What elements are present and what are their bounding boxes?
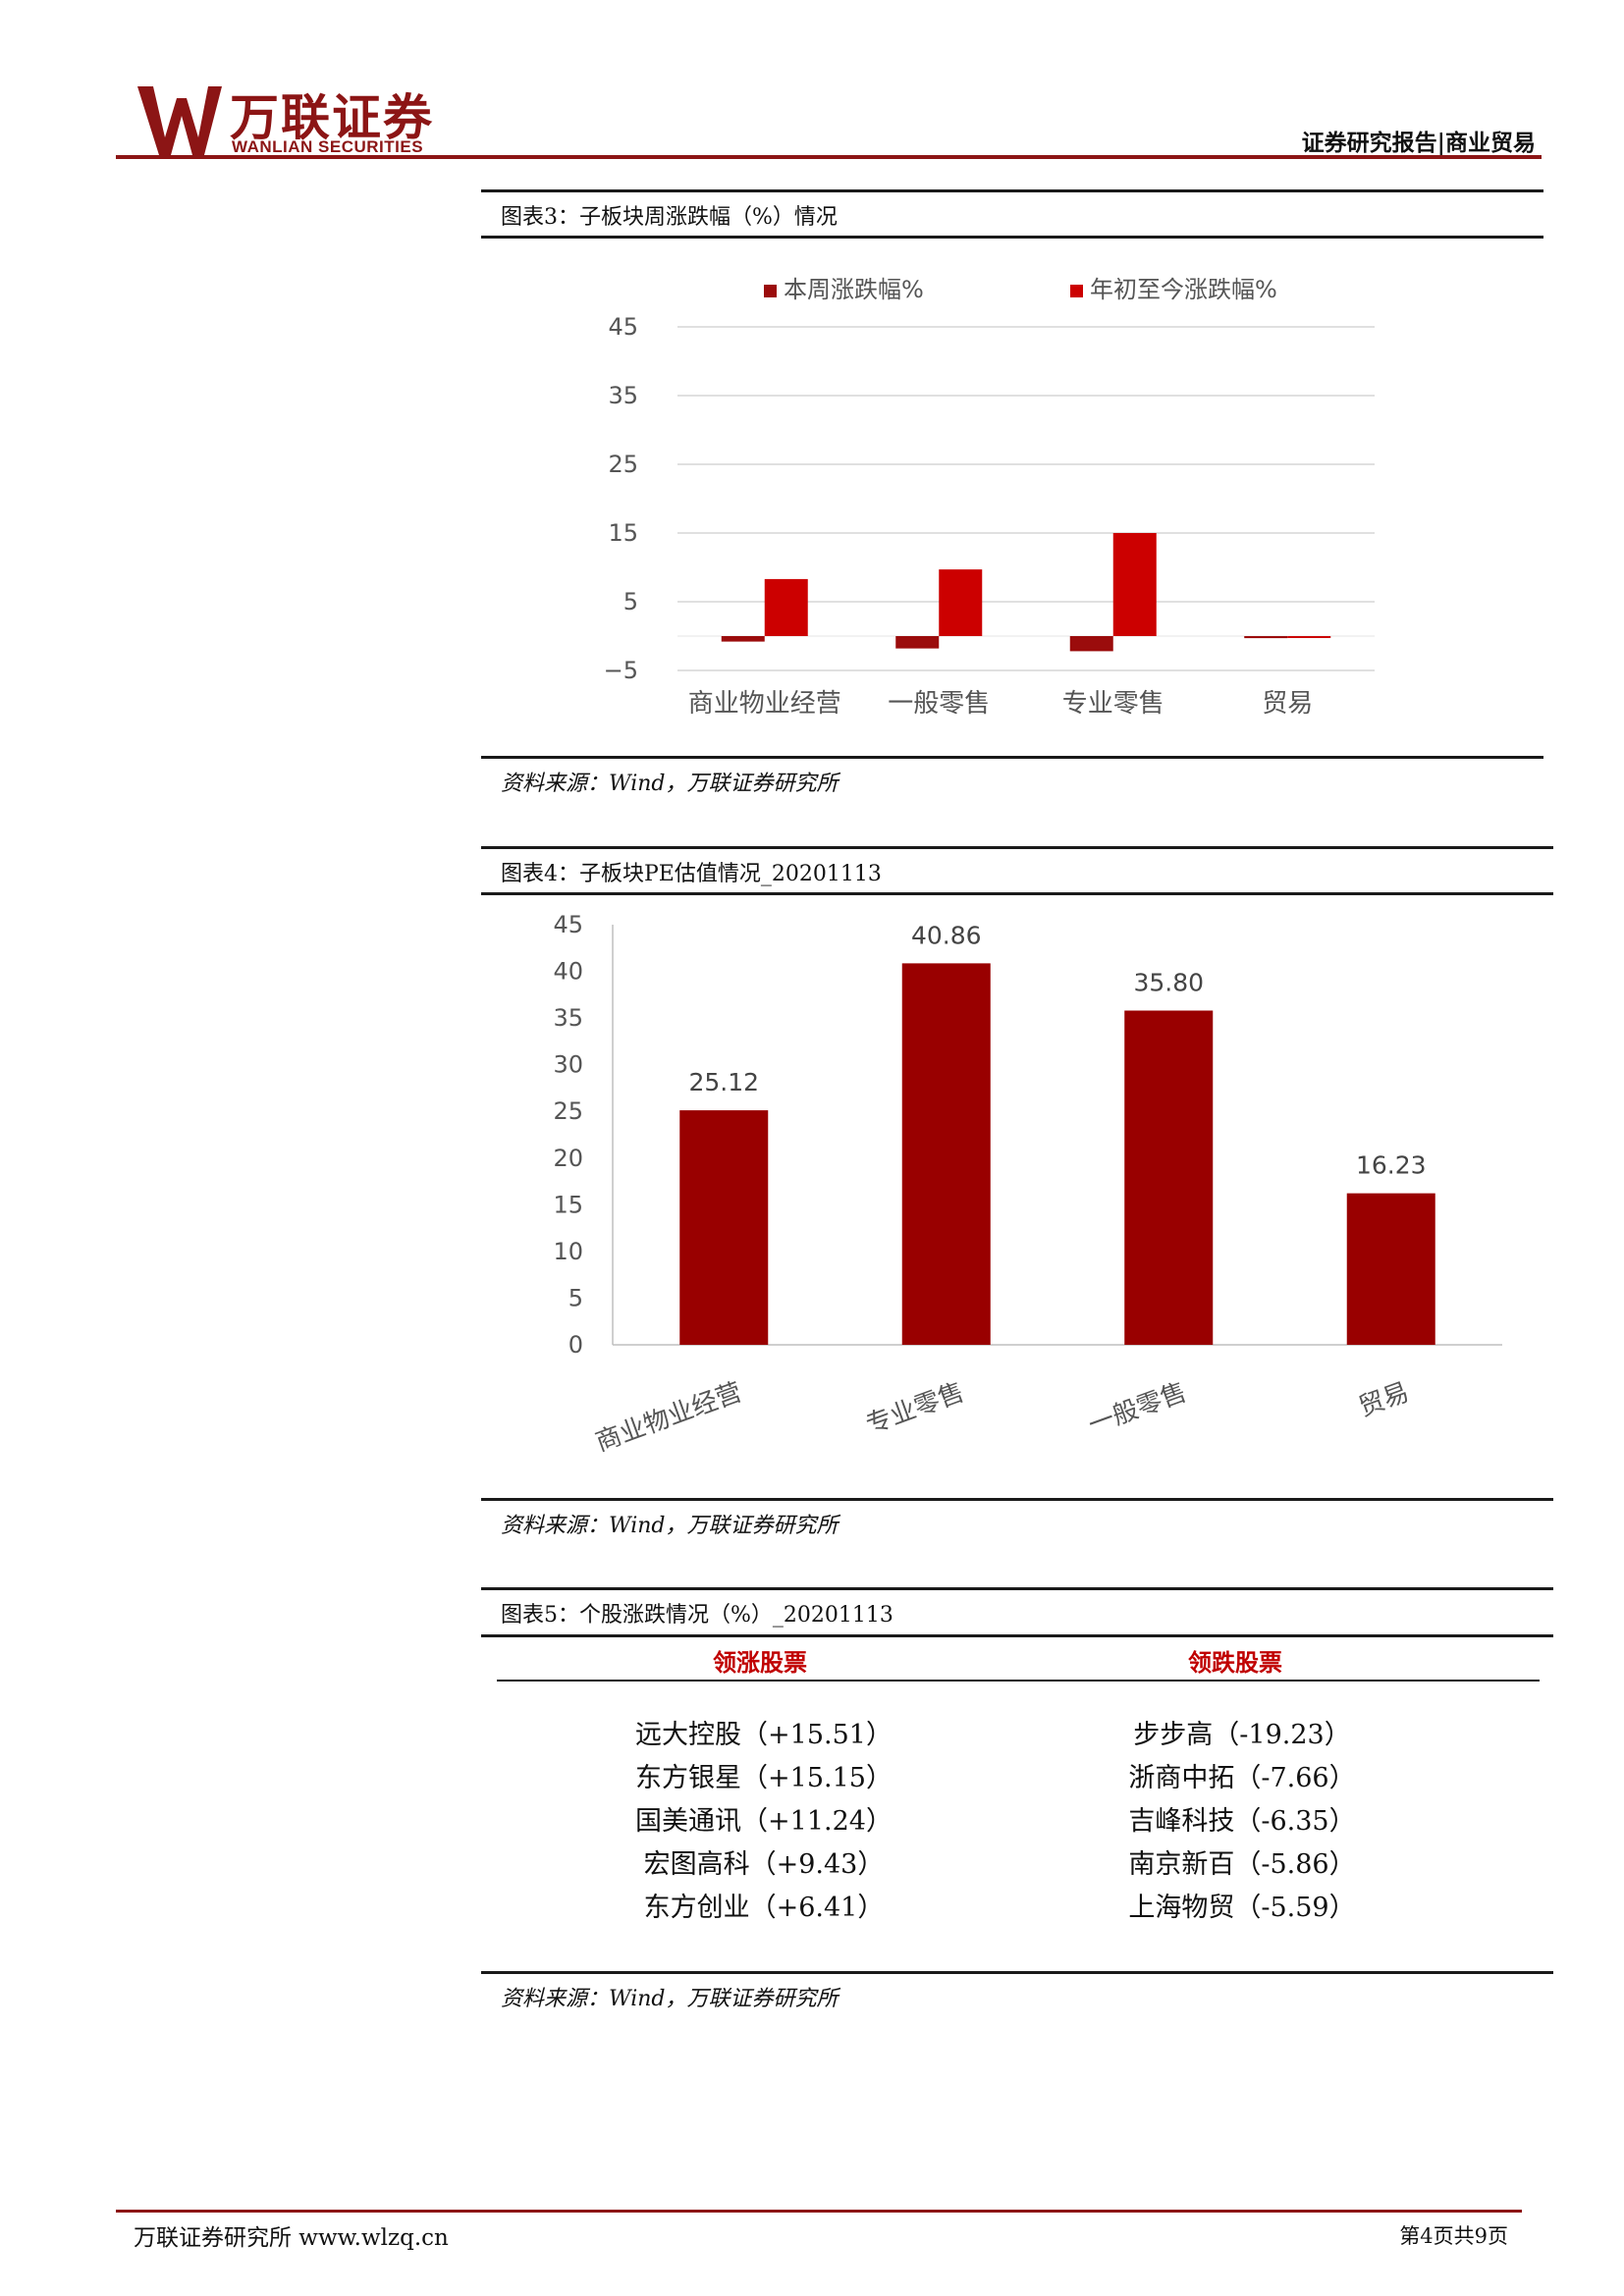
fig3-caption-rule [481, 236, 1543, 239]
y-tick-label: 10 [553, 1238, 583, 1265]
footer-institute: 万联证券研究所 www.wlzq.cn [134, 2225, 449, 2251]
fig5-bottom-rule [481, 1971, 1553, 1974]
fig5-top-rule [481, 1587, 1553, 1590]
report-type: 证券研究报告|商业贸易 [1301, 130, 1536, 156]
y-tick-label: −5 [604, 657, 638, 684]
fig3-source: 资料来源：Wind，万联证券研究所 [501, 772, 839, 796]
fig4-top-rule [481, 846, 1553, 849]
footer-divider [116, 2210, 1522, 2213]
fig5-source: 资料来源：Wind，万联证券研究所 [501, 1987, 839, 2011]
x-tick-label: 专业零售 [1062, 689, 1164, 719]
y-tick-label: 30 [553, 1051, 583, 1079]
fig4-caption: 图表4：子板块PE估值情况_20201113 [501, 862, 882, 886]
table-row-down: 浙商中拓（-7.66） [1128, 1763, 1356, 1793]
bar [721, 636, 765, 642]
y-tick-label: 5 [568, 1284, 583, 1311]
x-tick-label: 一般零售 [1085, 1377, 1191, 1440]
fig4-source: 资料来源：Wind，万联证券研究所 [501, 1514, 839, 1538]
bar [1069, 636, 1113, 652]
y-tick-label: 45 [553, 911, 583, 938]
bar [679, 1110, 769, 1345]
y-tick-label: 15 [553, 1191, 583, 1218]
table-row-down: 吉峰科技（-6.35） [1128, 1806, 1356, 1837]
bar [901, 963, 991, 1345]
table-row-up: 东方创业（+6.41） [643, 1893, 885, 1923]
data-label: 16.23 [1356, 1151, 1427, 1180]
y-tick-label: 35 [608, 382, 638, 409]
x-tick-label: 商业物业经营 [688, 689, 841, 719]
fig4-caption-rule [481, 892, 1553, 895]
x-tick-label: 商业物业经营 [592, 1377, 746, 1453]
fig3-top-rule [481, 189, 1543, 192]
y-tick-label: 5 [623, 588, 638, 615]
y-tick-label: 15 [608, 519, 638, 547]
fig5-caption: 图表5：个股涨跌情况（%）_20201113 [501, 1603, 893, 1628]
x-tick-label: 贸易 [1262, 689, 1313, 719]
table-row-up: 东方银星（+15.15） [635, 1763, 893, 1793]
brand-logo-mark [137, 86, 222, 155]
fig4-bottom-rule [481, 1498, 1553, 1501]
y-tick-label: 0 [568, 1331, 583, 1359]
table-row-up: 宏图高科（+9.43） [643, 1849, 885, 1880]
bar [1124, 1010, 1214, 1345]
table-row-down: 步步高（-19.23） [1133, 1720, 1351, 1750]
y-tick-label: 25 [608, 451, 638, 478]
y-tick-label: 20 [553, 1145, 583, 1172]
brand-logo-text: 万联证券 [230, 89, 434, 146]
table-header-rule [497, 1680, 1540, 1682]
legend-label: 年初至今涨跌幅% [1090, 276, 1277, 303]
data-label: 40.86 [911, 921, 982, 949]
x-tick-label: 专业零售 [862, 1377, 968, 1440]
bar [1112, 533, 1157, 636]
bar [1346, 1193, 1435, 1345]
legend-swatch [764, 285, 777, 297]
data-label: 25.12 [688, 1068, 759, 1096]
table-row-up: 远大控股（+15.51） [635, 1720, 893, 1750]
brand-logo-english: WANLIAN SECURITIES [232, 137, 424, 156]
bar [764, 578, 808, 636]
table-row-up: 国美通讯（+11.24） [635, 1806, 893, 1837]
y-tick-label: 35 [553, 1004, 583, 1032]
fig5-caption-rule [481, 1634, 1553, 1637]
bar [939, 569, 983, 636]
table-row-down: 南京新百（-5.86） [1128, 1849, 1356, 1880]
legend-label: 本周涨跌幅% [784, 276, 924, 303]
bar [1287, 636, 1331, 638]
fig3-bottom-rule [481, 756, 1543, 759]
bar [1244, 636, 1288, 639]
table-row-down: 上海物贸（-5.59） [1128, 1893, 1356, 1923]
y-tick-label: 40 [553, 958, 583, 986]
x-tick-label: 一般零售 [888, 689, 990, 719]
bar [895, 636, 940, 649]
table-header-gainers: 领涨股票 [713, 1648, 807, 1677]
y-tick-label: 45 [608, 313, 638, 341]
pe-valuation-chart: 0 5 10 15 20 25 30 35 40 45 25.12 商业物业经营 40.86 专业零售 35… [553, 911, 1502, 1453]
y-tick-label: 25 [553, 1097, 583, 1125]
weekly-change-chart: 本周涨跌幅% 年初至今涨跌幅% −5 5 15 25 35 45 商业物业经营 一般零售 专业零售 贸… [604, 276, 1375, 719]
table-header-losers: 领跌股票 [1188, 1648, 1282, 1677]
data-label: 35.80 [1133, 969, 1204, 997]
page-number: 第4页共9页 [1399, 2224, 1508, 2248]
legend-swatch [1070, 285, 1083, 297]
x-tick-label: 贸易 [1355, 1377, 1413, 1422]
header-divider [116, 155, 1542, 159]
fig3-caption: 图表3：子板块周涨跌幅（%）情况 [501, 205, 838, 230]
